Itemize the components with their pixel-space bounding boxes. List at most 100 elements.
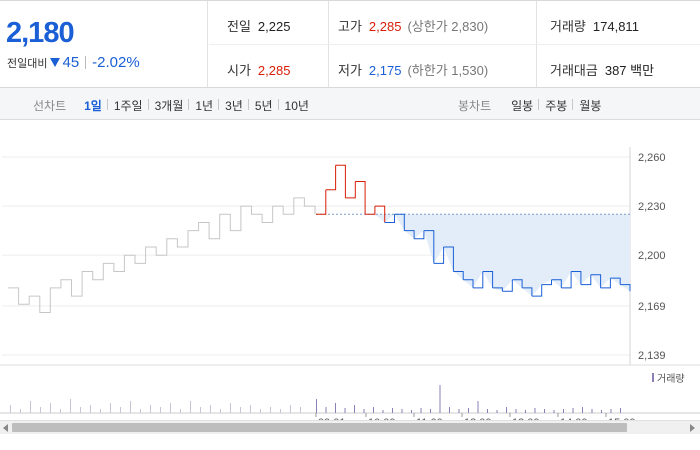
period-10y[interactable]: 10년 (277, 97, 315, 114)
volume-bar (477, 401, 479, 413)
today-line-segment (531, 284, 543, 297)
today-line-segment (355, 181, 366, 215)
volume-bar (110, 403, 111, 413)
volume-bar (496, 410, 498, 413)
chart-background (0, 121, 700, 450)
change-value: 45 (62, 54, 80, 71)
scroll-thumb[interactable] (12, 423, 627, 432)
candle-monthly[interactable]: 월봉 (572, 97, 607, 114)
scroll-left-icon[interactable] (3, 424, 8, 432)
today-line-segment (365, 206, 376, 215)
volume-bar (120, 407, 121, 413)
stat-value: 174,811 (592, 19, 639, 34)
today-line-segment (600, 278, 611, 289)
volume-bar (506, 407, 507, 413)
stat-high: 고가 2,285 (상한가 2,830) (338, 16, 488, 35)
volume-bar (240, 407, 241, 413)
legend-swatch (652, 373, 654, 382)
change-label: 전일대비 (7, 57, 48, 70)
quote-header: 2,180 전일대비 45 -2.02% 전일 2,225 고가 2,285 (상한가… (0, 0, 700, 88)
volume-bar (420, 408, 422, 413)
stat-label: 거래량 (550, 19, 586, 34)
stat-value: 2,175 (368, 63, 402, 78)
volume-bar (160, 407, 161, 413)
volume-bar (601, 410, 602, 413)
period-5y[interactable]: 5년 (247, 97, 279, 114)
period-1w[interactable]: 1주일 (106, 97, 149, 114)
volume-bar (382, 410, 384, 413)
divider (85, 56, 87, 69)
scroll-right-icon[interactable] (690, 424, 695, 432)
volume-bar (290, 405, 291, 413)
volume-bar (300, 407, 301, 413)
stat-label: 저가 (338, 63, 362, 78)
y-tick-label: 2,139 (638, 350, 666, 362)
today-line-segment (345, 181, 356, 199)
stat-prev-close: 전일 2,225 (227, 16, 290, 35)
period-3y[interactable]: 3년 (218, 97, 249, 114)
volume-bar (316, 399, 317, 413)
stat-value: 2,285 (257, 63, 291, 78)
y-tick-label: 2,169 (638, 301, 666, 313)
volume-bar (468, 408, 469, 413)
volume-bar (591, 409, 593, 413)
y-tick-label: 2,260 (638, 152, 666, 164)
volume-bar (515, 409, 517, 413)
period-3m[interactable]: 3개월 (147, 97, 190, 114)
today-line-segment (325, 165, 337, 191)
today-line-segment (590, 274, 602, 288)
volume-bars (0, 364, 700, 414)
volume-bar (373, 407, 374, 413)
period-1y[interactable]: 1년 (188, 97, 219, 114)
y-tick-label: 2,200 (638, 250, 666, 262)
volume-bar (335, 403, 336, 413)
stat-label: 시가 (227, 63, 251, 78)
legend-label: 거래량 (657, 373, 685, 385)
today-line-segment (571, 271, 582, 285)
today-line-segment (561, 271, 572, 289)
candle-chart-periods: 봉차트 일봉 주봉 월봉 (458, 97, 607, 114)
volume-bar (20, 409, 21, 413)
today-line-segment (473, 271, 484, 289)
divider (209, 44, 700, 45)
chart-grid (2, 147, 631, 365)
volume-bar (325, 407, 327, 413)
today-line-segment (502, 279, 513, 292)
today-line-segment (463, 279, 474, 288)
upper-limit: (상한가 2,830) (407, 19, 489, 34)
stat-label: 전일 (227, 19, 251, 34)
volume-bar (260, 409, 261, 413)
today-line-segment (541, 279, 552, 286)
volume-bar (544, 409, 545, 413)
today-line-segment (512, 279, 523, 288)
today-line-segment (433, 247, 445, 264)
chart-lines (8, 164, 631, 313)
today-line-segment (610, 277, 621, 285)
y-tick-label: 2,230 (638, 201, 666, 213)
period-1d[interactable]: 1일 (84, 99, 102, 113)
volume-bar (563, 409, 564, 413)
today-line-segment (384, 214, 395, 223)
stat-value: 2,285 (368, 19, 402, 34)
stat-low: 저가 2,175 (하한가 1,530) (338, 60, 488, 79)
volume-bar (50, 403, 51, 413)
candle-daily[interactable]: 일봉 (511, 99, 534, 113)
horizontal-scrollbar[interactable] (0, 420, 700, 434)
lower-limit: (하한가 1,530) (407, 63, 489, 78)
today-line-segment (551, 279, 562, 288)
volume-bar (40, 407, 41, 413)
volume-bar (449, 407, 450, 413)
volume-bar (140, 409, 141, 413)
change-percent: -2.02% (92, 54, 140, 71)
volume-bar (363, 409, 365, 413)
volume-bar (130, 401, 131, 413)
volume-bar (534, 408, 536, 413)
today-line-segment (414, 230, 425, 240)
volume-bar (200, 407, 201, 413)
volume-bar (553, 410, 555, 413)
stat-open: 시가 2,285 (227, 60, 290, 79)
volume-bar (458, 409, 460, 413)
volume-bar (270, 407, 271, 413)
candle-weekly[interactable]: 주봉 (538, 97, 573, 114)
